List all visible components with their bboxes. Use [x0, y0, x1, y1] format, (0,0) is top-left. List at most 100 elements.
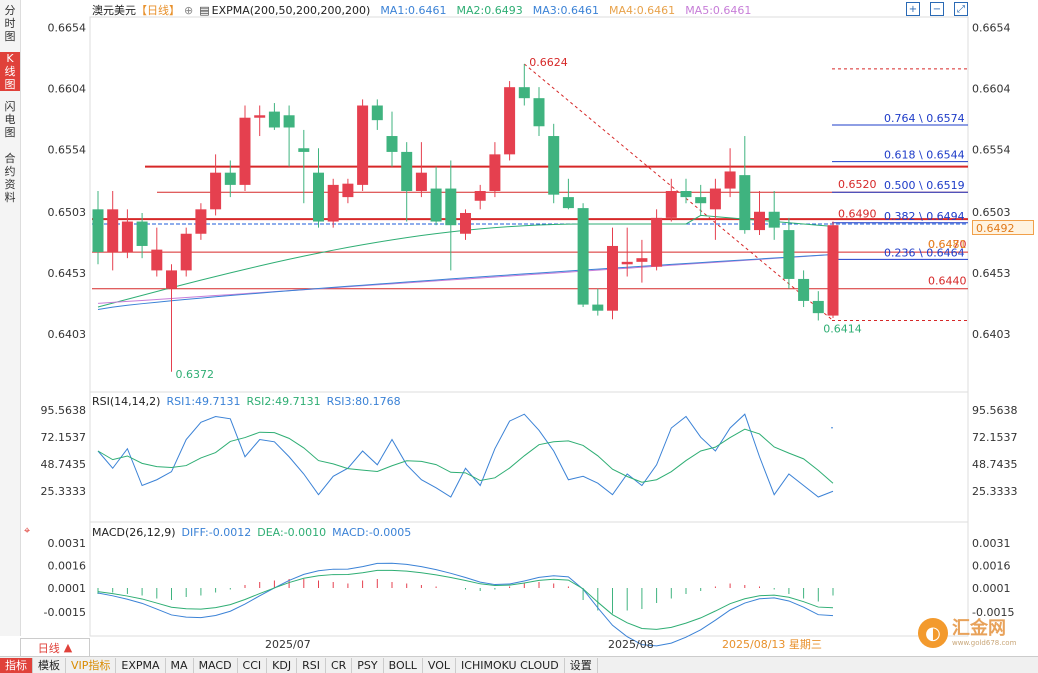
candle-body [283, 115, 295, 128]
level-label-cur: 0.6481 [928, 238, 967, 251]
ma1-line [97, 254, 834, 310]
candle-body [812, 300, 824, 314]
bottom-tab-2[interactable]: VIP指标 [66, 657, 117, 673]
bottom-tab-14[interactable]: 设置 [565, 657, 598, 673]
bottom-tab-3[interactable]: EXPMA [116, 657, 166, 673]
candle-body [504, 87, 516, 155]
current-price-tag: 0.6492 [972, 220, 1034, 235]
price-tick-right: 0.6403 [972, 328, 1011, 341]
candle-body [709, 188, 721, 210]
candle-body [548, 136, 560, 195]
period-tab-label: 日线 [37, 641, 60, 655]
price-tick-left: 0.6503 [48, 206, 87, 219]
bottom-tab-1[interactable]: 模板 [33, 657, 66, 673]
bottom-tab-6[interactable]: CCI [238, 657, 268, 673]
candle-body [783, 230, 795, 279]
macd-tick-right: 0.0001 [972, 582, 1011, 595]
rsi-line [97, 413, 834, 498]
ma-value-3: MA3:0.6461 [533, 4, 599, 17]
watermark-text: 汇金网 [952, 618, 1006, 639]
candle-body [195, 209, 207, 234]
candle-body [518, 87, 530, 99]
fib-label: 0.764 \ 0.6574 [884, 112, 965, 125]
rsi-value-2: RSI2:49.7131 [247, 395, 321, 408]
price-tick-left: 0.6453 [48, 267, 87, 280]
rsi-tick-right: 25.3333 [972, 485, 1018, 498]
candle-body [768, 211, 780, 228]
candle-body [401, 151, 413, 191]
bottom-tab-7[interactable]: KDJ [267, 657, 298, 673]
period-tab[interactable]: 日线 ▲ [20, 638, 90, 657]
rsi-header: RSI(14,14,2) RSI1:49.7131 RSI2:49.7131 RSI3… [92, 395, 401, 408]
ma-value-5: MA5:0.6461 [685, 4, 751, 17]
bottom-tab-4[interactable]: MA [166, 657, 194, 673]
left-tab-char: 图 [4, 126, 16, 139]
candle-body [298, 148, 310, 152]
bottom-tab-10[interactable]: PSY [352, 657, 384, 673]
bottom-tab-12[interactable]: VOL [423, 657, 457, 673]
candle-body [680, 191, 692, 198]
period-label: 【日线】 [136, 3, 180, 17]
candle-body [371, 105, 383, 121]
left-tab-2[interactable]: 闪电图 [0, 100, 20, 139]
bottom-tab-9[interactable]: CR [326, 657, 353, 673]
price-tick-left: 0.6654 [48, 21, 87, 34]
rsi-tick-left: 72.1537 [41, 431, 87, 444]
fib-label: 0.382 \ 0.6494 [884, 210, 965, 223]
bottom-tab-0[interactable]: 指标 [0, 657, 33, 673]
bottom-tab-8[interactable]: RSI [297, 657, 326, 673]
candle-body [665, 191, 677, 218]
candle-body [92, 209, 104, 253]
left-tab-char: 线 [4, 65, 16, 78]
zoom-in-icon[interactable]: + [906, 2, 920, 16]
candle-body [151, 249, 163, 271]
left-tab-char: K [6, 52, 14, 65]
candle-body [562, 197, 574, 209]
ma-value-2: MA2:0.6493 [457, 4, 523, 17]
ma-value-1: MA1:0.6461 [380, 4, 446, 17]
candle-body [592, 304, 604, 311]
macd-value-2: DEA:-0.0010 [257, 526, 326, 539]
candle-body [254, 115, 266, 118]
macd-tick-left: -0.0015 [44, 606, 86, 619]
price-tick-left: 0.6554 [48, 143, 87, 156]
fullscreen-icon[interactable]: ⤢ [954, 2, 968, 16]
rsi-value-3: RSI3:80.1768 [327, 395, 401, 408]
left-tab-char: 闪 [4, 100, 16, 113]
bottom-tab-5[interactable]: MACD [194, 657, 238, 673]
rsi-tick-left: 25.3333 [41, 485, 87, 498]
candle-body [166, 270, 177, 289]
candle-body [180, 233, 192, 271]
candle-body [651, 217, 663, 267]
settings-icon: ⊕ [184, 4, 193, 17]
level-label: 0.6470 [928, 238, 967, 251]
bottom-tab-13[interactable]: ICHIMOKU CLOUD [456, 657, 565, 673]
current-date-label: 2025/08/13 星期三 [722, 638, 822, 651]
left-tab-char: 约 [4, 165, 16, 178]
rsi-tick-right: 72.1537 [972, 431, 1018, 444]
left-tab-char: 时 [4, 17, 16, 30]
low-label: 0.6372 [176, 368, 215, 381]
candle-body [739, 175, 751, 231]
left-tab-char: 图 [4, 78, 16, 91]
watermark-logo-icon: ◐ [918, 618, 948, 648]
chart-canvas[interactable]: 澳元美元【日线】 ⊕ ▤ EXPMA(200,50,200,200,200) MA1:0… [0, 0, 1038, 656]
rsi-tick-right: 48.7435 [972, 458, 1018, 471]
candle-body [268, 111, 280, 128]
candle-body [754, 211, 765, 231]
candle-body [798, 278, 810, 301]
level-label: 0.6490 [838, 208, 877, 221]
zoom-out-icon[interactable]: − [930, 2, 944, 16]
left-tab-3[interactable]: 合约资料 [0, 152, 20, 204]
target-icon: ⌖ [24, 524, 30, 537]
rsi-tick-left: 95.5638 [41, 404, 87, 417]
candle-body [224, 172, 236, 185]
bottom-toolbar: 指标 模板 VIP指标 EXPMA MA MACD CCI KDJ RSI CR PSY BOLL VO… [0, 656, 1038, 673]
left-tab-0[interactable]: 分时图 [0, 4, 20, 43]
macd-panel-frame [89, 521, 969, 637]
candle-body [386, 136, 398, 152]
left-tab-char: 料 [4, 191, 16, 204]
candle-body [724, 171, 736, 189]
bottom-tab-11[interactable]: BOLL [384, 657, 423, 673]
